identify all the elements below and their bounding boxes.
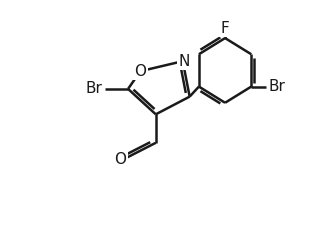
Text: N: N (178, 54, 190, 69)
Text: O: O (134, 64, 146, 79)
Text: O: O (114, 152, 126, 167)
Text: Br: Br (86, 81, 103, 96)
Text: F: F (221, 21, 230, 36)
Text: Br: Br (268, 79, 285, 94)
